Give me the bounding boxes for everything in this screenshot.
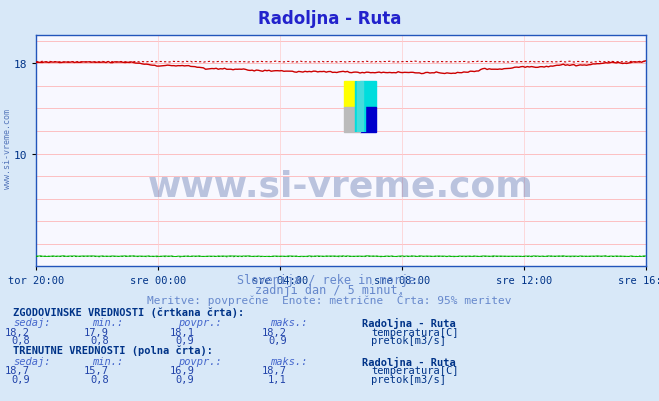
Text: 18,2: 18,2 bbox=[262, 327, 287, 337]
Text: min.:: min.: bbox=[92, 356, 123, 366]
Text: 0,8: 0,8 bbox=[11, 336, 30, 346]
Bar bbox=[344, 107, 360, 133]
Text: sedaj:: sedaj: bbox=[13, 318, 51, 328]
Text: temperatura[C]: temperatura[C] bbox=[371, 365, 459, 375]
Text: TRENUTNE VREDNOSTI (polna črta):: TRENUTNE VREDNOSTI (polna črta): bbox=[13, 345, 213, 355]
Bar bbox=[360, 82, 376, 107]
Text: pretok[m3/s]: pretok[m3/s] bbox=[371, 374, 446, 384]
Text: 1,1: 1,1 bbox=[268, 374, 287, 384]
Text: sedaj:: sedaj: bbox=[13, 356, 51, 366]
Text: pretok[m3/s]: pretok[m3/s] bbox=[371, 336, 446, 346]
Text: 16,9: 16,9 bbox=[169, 365, 194, 375]
Text: 18,7: 18,7 bbox=[5, 365, 30, 375]
Text: ZGODOVINSKE VREDNOSTI (črtkana črta):: ZGODOVINSKE VREDNOSTI (črtkana črta): bbox=[13, 307, 244, 317]
Text: maks.:: maks.: bbox=[270, 356, 308, 366]
Text: maks.:: maks.: bbox=[270, 318, 308, 328]
Text: www.si-vreme.com: www.si-vreme.com bbox=[148, 169, 534, 203]
Text: Slovenija / reke in morje.: Slovenija / reke in morje. bbox=[237, 273, 422, 286]
Text: Radoljna - Ruta: Radoljna - Ruta bbox=[258, 10, 401, 28]
Text: 18,7: 18,7 bbox=[262, 365, 287, 375]
Text: 0,9: 0,9 bbox=[268, 336, 287, 346]
Text: www.si-vreme.com: www.si-vreme.com bbox=[3, 108, 13, 188]
Text: povpr.:: povpr.: bbox=[178, 318, 221, 328]
Text: 0,8: 0,8 bbox=[90, 374, 109, 384]
Polygon shape bbox=[357, 82, 363, 133]
Text: min.:: min.: bbox=[92, 318, 123, 328]
Text: povpr.:: povpr.: bbox=[178, 356, 221, 366]
Text: 0,9: 0,9 bbox=[11, 374, 30, 384]
Text: 18,2: 18,2 bbox=[5, 327, 30, 337]
Text: Radoljna - Ruta: Radoljna - Ruta bbox=[362, 318, 456, 328]
Text: 0,8: 0,8 bbox=[90, 336, 109, 346]
Text: 17,9: 17,9 bbox=[84, 327, 109, 337]
Text: Meritve: povprečne  Enote: metrične  Črta: 95% meritev: Meritve: povprečne Enote: metrične Črta:… bbox=[147, 294, 512, 306]
Text: temperatura[C]: temperatura[C] bbox=[371, 327, 459, 337]
Text: 18,1: 18,1 bbox=[169, 327, 194, 337]
Bar bbox=[344, 82, 360, 107]
Bar bbox=[360, 107, 376, 133]
Text: Radoljna - Ruta: Radoljna - Ruta bbox=[362, 356, 456, 367]
Text: 0,9: 0,9 bbox=[176, 374, 194, 384]
Polygon shape bbox=[355, 82, 364, 133]
Text: zadnji dan / 5 minut.: zadnji dan / 5 minut. bbox=[254, 284, 405, 296]
Text: 0,9: 0,9 bbox=[176, 336, 194, 346]
Text: 15,7: 15,7 bbox=[84, 365, 109, 375]
